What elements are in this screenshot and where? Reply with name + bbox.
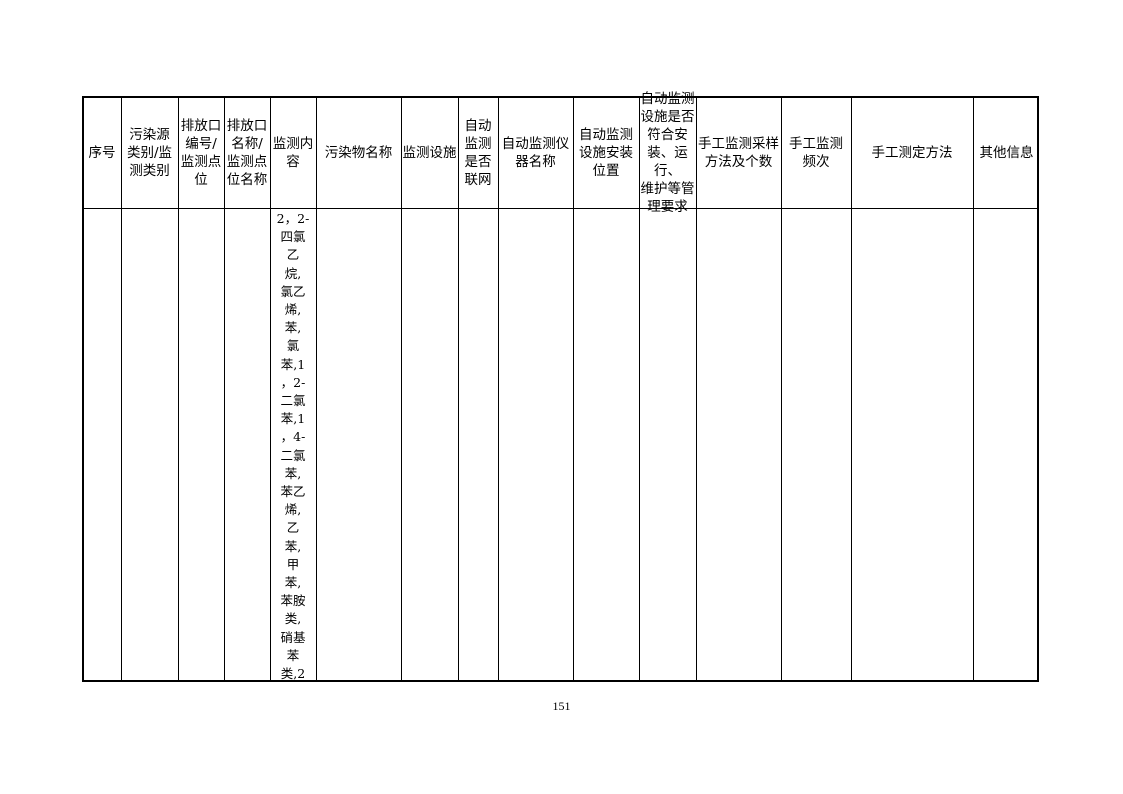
content-line: 苯, [284, 320, 302, 336]
column-header: 自动监测仪 器名称 [501, 136, 570, 170]
content-line: 烷, [284, 265, 302, 281]
column-divider [973, 98, 974, 680]
content-line: 苯,1 [280, 356, 306, 372]
header-divider [84, 208, 1037, 209]
column-header: 排放口 编号/ 监测点 位 [180, 118, 222, 188]
column-divider [121, 98, 122, 680]
content-line: 乙 [286, 247, 300, 263]
content-line: ，4- [280, 429, 306, 445]
column-header: 手工测定方法 [871, 145, 953, 161]
column-divider [851, 98, 852, 680]
page-number: 151 [552, 699, 571, 713]
content-line: 类, [284, 611, 302, 627]
column-divider [178, 98, 179, 680]
column-header: 监测设施 [402, 145, 457, 161]
content-line: 苯, [284, 538, 302, 554]
column-header: 污染源 类别/监 测类别 [126, 127, 173, 179]
content-line: 烯, [284, 302, 302, 318]
content-line: 硝基 [280, 629, 306, 645]
column-divider [573, 98, 574, 680]
content-line: 氯乙 [280, 283, 306, 299]
column-divider [498, 98, 499, 680]
content-line: 四氯 [280, 229, 306, 245]
content-line: ，2- [280, 374, 306, 390]
content-line: 二氯 [280, 393, 306, 409]
column-divider [458, 98, 459, 680]
content-line: 苯,1 [280, 411, 306, 427]
column-divider [696, 98, 697, 680]
monitoring-table: 序号 污染源 类别/监 测类别 排放口 编号/ 监测点 位排放口 名称/ 监测点 位… [82, 91, 1039, 683]
content-line: 苯, [284, 465, 302, 481]
content-line: 类,2 [280, 666, 306, 682]
column-divider [401, 98, 402, 680]
content-line: 2，2- [276, 211, 310, 226]
content-line: 氯 [286, 338, 300, 354]
column-header: 自动监测 设施安装 位置 [579, 127, 633, 179]
column-divider [224, 98, 225, 680]
content-line: 乙 [286, 520, 300, 536]
content-line: 二氯 [280, 447, 306, 463]
column-divider [270, 98, 271, 680]
content-line: 苯胺 [280, 593, 306, 609]
column-divider [781, 98, 782, 680]
column-header: 自动 监测 是否 联网 [464, 118, 492, 188]
content-line: 甲 [286, 556, 300, 572]
column-header: 手工监测采样 方法及个数 [698, 136, 779, 170]
column-header: 污染物名称 [324, 145, 393, 161]
content-line: 苯, [284, 575, 302, 591]
column-divider [639, 98, 640, 680]
column-header: 序号 [88, 145, 116, 161]
column-header: 手工监测 频次 [789, 136, 843, 170]
content-line: 苯乙 [280, 484, 306, 500]
column-header: 其他信息 [979, 145, 1034, 161]
column-header: 排放口 名称/ 监测点 位名称 [226, 118, 268, 188]
column-header: 监测内 容 [272, 136, 314, 170]
monitoring-content-cell: 2，2- 四氯乙烷, 氯乙 烯, 苯, 氯苯,1 ，2- 二氯 苯,1 ，4- 二氯 苯, 苯乙 烯, 乙苯… [270, 210, 316, 683]
column-divider [316, 98, 317, 680]
column-header: 自动监测 设施是否 符合安 装、运行、 维护等管 理要求 [640, 91, 695, 215]
content-line: 烯, [284, 502, 302, 518]
content-line: 苯 [286, 647, 300, 663]
